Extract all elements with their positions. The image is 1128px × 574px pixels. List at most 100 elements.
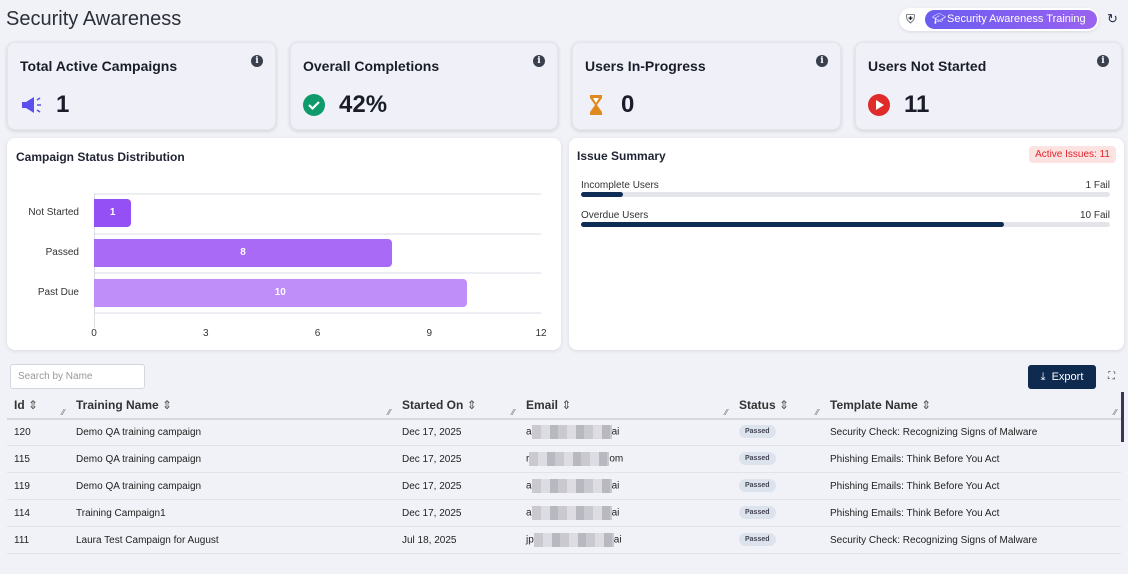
column-header-email[interactable]: Email ⇕ [526,398,571,412]
active-issues-badge: Active Issues: 11 [1029,146,1116,163]
cell-id: 115 [14,454,30,465]
cell-email: jp ai [526,533,622,547]
bar-passed[interactable]: 8 [94,239,392,267]
cell-email: a ai [526,425,619,439]
issue-progress-bar [581,192,1110,197]
cell-started-on: Dec 17, 2025 [402,508,462,519]
email-start: r [526,453,530,465]
issue-label: Incomplete Users [581,180,659,191]
column-resize-handle[interactable]: ⁄⁄ [62,408,65,417]
info-icon[interactable]: i [1097,55,1109,67]
sort-icon[interactable]: ⇕ [561,398,572,412]
cell-training-name: Training Campaign1 [76,508,166,519]
export-label: Export [1051,370,1084,383]
status-badge: Passed [739,452,776,465]
cell-email: a ai [526,479,619,493]
download-icon: ⤓ [1040,370,1046,383]
hourglass-icon [590,95,602,115]
column-label: Training Name [76,398,159,412]
shield-icon[interactable]: ⛨ [906,12,916,26]
cell-id: 119 [14,481,30,492]
page-title: Security Awareness [6,8,182,30]
chart-title: Campaign Status Distribution [16,150,185,164]
email-end: ai [611,507,620,519]
table-row[interactable]: 120 Demo QA training campaign Dec 17, 20… [7,419,1121,446]
column-label: Id [14,398,25,412]
issue-progress-fill [581,222,1005,227]
bar-past-due[interactable]: 10 [94,279,467,307]
email-start: a [526,426,532,438]
security-awareness-training-button[interactable]: Security Awareness Training [925,10,1097,29]
data-label: 8 [240,247,246,258]
column-resize-handle[interactable]: ⁄⁄ [1114,408,1117,417]
issue-progress-bar [581,222,1110,227]
refresh-icon[interactable]: ↻ [1107,11,1118,26]
column-resize-handle[interactable]: ⁄⁄ [725,408,728,417]
scrollbar[interactable] [1121,392,1124,442]
column-header-status[interactable]: Status ⇕ [739,398,789,412]
sort-icon[interactable]: ⇕ [162,398,173,412]
cell-template-name: Phishing Emails: Think Before You Act [830,454,1000,465]
cell-id: 120 [14,427,31,438]
column-header-template-name[interactable]: Template Name ⇕ [830,398,931,412]
card-overall-completions: Overall Completions i 42% [290,42,558,130]
issue-value: 1 Fail [1085,180,1110,191]
cell-template-name: Phishing Emails: Think Before You Act [830,481,1000,492]
table-row[interactable]: 111 Laura Test Campaign for August Jul 1… [7,527,1121,554]
redacted-block [533,533,614,547]
table-row[interactable]: 114 Training Campaign1 Dec 17, 2025 a ai … [7,500,1121,527]
cell-template-name: Security Check: Recognizing Signs of Mal… [830,535,1038,546]
graduation-cap-icon: 🎓︎ [932,13,946,25]
column-label: Email [526,398,559,412]
status-badge: Passed [739,425,776,438]
sort-icon[interactable]: ⇕ [466,398,477,412]
redacted-block [531,479,612,493]
x-tick-label: 6 [314,328,321,339]
bar-not-started[interactable]: 1 [94,199,132,227]
fullscreen-icon[interactable]: ⛶ [1108,371,1115,382]
column-label: Status [739,398,776,412]
cell-started-on: Dec 17, 2025 [402,481,462,492]
sort-icon[interactable]: ⇕ [28,398,39,412]
gridline [94,233,541,235]
table-row[interactable]: 119 Demo QA training campaign Dec 17, 20… [7,473,1121,500]
info-icon[interactable]: i [533,55,545,67]
card-value: 42% [339,91,388,118]
issue-summary-title: Issue Summary [577,149,666,163]
y-tick-label: Passed [45,247,79,258]
export-button[interactable]: ⤓ Export [1028,365,1096,389]
cell-email: r om [526,452,623,466]
cell-id: 114 [14,508,30,519]
gridline [94,272,541,274]
table-row[interactable]: 115 Demo QA training campaign Dec 17, 20… [7,446,1121,473]
column-header-id[interactable]: Id ⇕ [14,398,38,412]
card-total-active-campaigns: Total Active Campaigns i 1 [7,42,276,130]
info-icon[interactable]: i [251,55,263,67]
x-tick-label: 9 [426,328,433,339]
check-circle-icon [303,94,325,116]
sort-icon[interactable]: ⇕ [779,398,790,412]
column-header-training-name[interactable]: Training Name ⇕ [76,398,172,412]
campaign-status-chart-panel: Campaign Status Distribution Not Started… [7,138,561,350]
redacted-block [531,425,612,439]
card-value: 0 [621,91,635,118]
cell-template-name: Phishing Emails: Think Before You Act [830,508,1000,519]
megaphone-icon [22,97,41,113]
play-circle-icon [868,94,890,116]
column-resize-handle[interactable]: ⁄⁄ [816,408,819,417]
email-end: ai [611,480,620,492]
sort-icon[interactable]: ⇕ [921,398,932,412]
column-label: Template Name [830,398,918,412]
search-input[interactable] [10,364,145,389]
email-start: a [526,480,532,492]
column-header-started-on[interactable]: Started On ⇕ [402,398,477,412]
cell-training-name: Laura Test Campaign for August [76,535,219,546]
status-badge: Passed [739,479,776,492]
cell-id: 111 [14,535,30,546]
cell-started-on: Dec 17, 2025 [402,427,462,438]
info-icon[interactable]: i [816,55,828,67]
column-resize-handle[interactable]: ⁄⁄ [512,408,515,417]
column-resize-handle[interactable]: ⁄⁄ [388,408,391,417]
x-tick-label: 12 [535,328,547,339]
x-tick-label: 0 [91,328,97,339]
